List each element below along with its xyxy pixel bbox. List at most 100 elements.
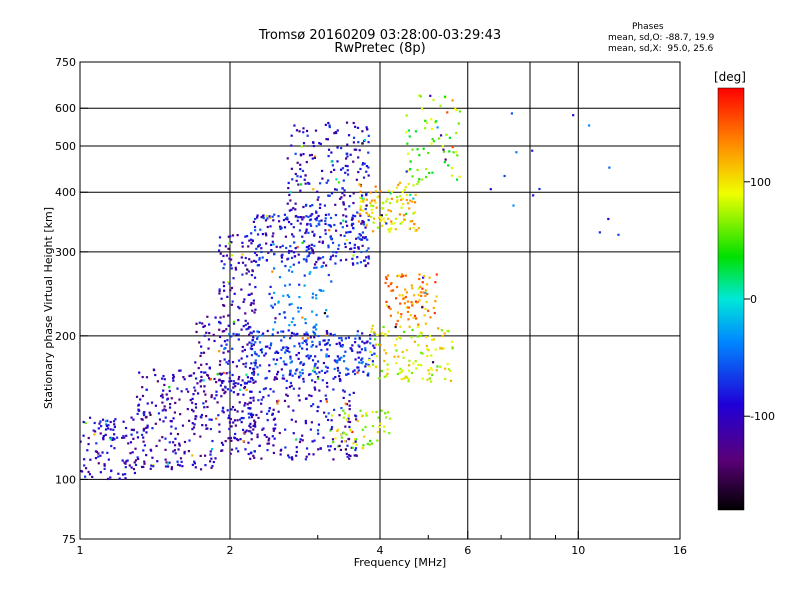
data-point — [431, 171, 434, 174]
data-point — [183, 440, 187, 444]
data-point — [368, 443, 371, 446]
data-point — [365, 414, 368, 417]
data-point — [235, 438, 239, 441]
data-point — [370, 199, 374, 202]
data-point — [333, 367, 336, 371]
data-point — [374, 343, 378, 346]
data-point — [287, 187, 290, 190]
x-tick-label: 10 — [571, 544, 585, 557]
data-point — [343, 412, 347, 415]
data-point — [400, 206, 403, 209]
data-point — [296, 216, 300, 219]
data-point — [200, 345, 203, 348]
data-point — [179, 369, 182, 372]
data-point — [225, 343, 228, 346]
data-point — [241, 345, 244, 349]
data-point — [309, 354, 312, 358]
data-point — [236, 234, 239, 237]
data-point — [333, 168, 336, 171]
data-point — [227, 235, 230, 238]
data-point — [334, 437, 337, 440]
data-point — [279, 225, 282, 228]
data-point — [138, 371, 141, 374]
data-point — [230, 425, 233, 428]
data-point — [353, 438, 356, 441]
data-point — [255, 353, 258, 356]
data-point — [189, 398, 192, 402]
data-point — [252, 454, 255, 457]
data-point — [224, 386, 227, 389]
data-point — [244, 235, 247, 238]
data-point — [302, 153, 305, 156]
data-point — [227, 350, 230, 353]
data-point — [334, 376, 337, 379]
data-point — [178, 444, 181, 447]
data-point — [294, 334, 297, 337]
data-point — [361, 244, 364, 247]
data-point — [365, 126, 368, 129]
data-point — [316, 375, 320, 379]
data-point — [193, 432, 196, 436]
data-point — [415, 367, 418, 370]
data-point — [228, 414, 231, 417]
data-point — [423, 314, 426, 317]
data-point — [200, 351, 203, 355]
data-point — [199, 454, 202, 457]
data-point — [272, 429, 275, 432]
data-point — [313, 233, 316, 236]
data-point — [346, 368, 350, 371]
data-point — [321, 240, 324, 243]
data-point — [352, 201, 355, 205]
data-point — [314, 381, 317, 384]
data-point — [406, 300, 409, 303]
data-point — [249, 380, 252, 383]
data-point — [208, 418, 211, 421]
data-point — [315, 328, 318, 331]
data-point — [312, 144, 315, 148]
data-point — [356, 371, 359, 374]
data-point — [323, 204, 327, 207]
data-point — [361, 447, 364, 450]
data-point — [218, 289, 221, 293]
data-point — [282, 219, 286, 222]
data-point — [367, 134, 370, 137]
data-point — [244, 365, 247, 368]
data-point — [391, 289, 395, 292]
data-point — [343, 390, 346, 393]
data-point — [369, 337, 372, 340]
data-point — [285, 363, 288, 366]
data-point — [334, 188, 337, 191]
data-point — [183, 450, 186, 453]
data-point — [266, 419, 269, 422]
data-point — [256, 433, 259, 436]
data-point — [244, 312, 247, 315]
data-point — [194, 417, 197, 421]
data-point — [313, 370, 316, 373]
data-point — [233, 432, 237, 436]
data-point — [429, 316, 432, 319]
data-point — [282, 360, 285, 363]
data-point — [214, 457, 217, 460]
data-point — [268, 347, 271, 350]
data-point — [337, 369, 340, 372]
data-point — [407, 369, 411, 372]
data-point — [240, 288, 243, 291]
data-point — [315, 297, 318, 300]
data-point — [275, 358, 279, 361]
data-point — [598, 231, 601, 234]
data-point — [174, 427, 177, 430]
data-point — [299, 175, 302, 178]
data-point — [294, 420, 297, 423]
data-point — [313, 156, 316, 160]
data-point — [284, 217, 288, 220]
data-point — [316, 360, 320, 363]
data-point — [395, 362, 398, 365]
data-point — [331, 254, 335, 257]
data-point — [97, 427, 100, 430]
data-point — [228, 332, 231, 335]
data-point — [388, 306, 391, 309]
data-point — [271, 215, 274, 218]
data-point — [325, 309, 328, 312]
data-point — [338, 444, 341, 448]
data-point — [290, 360, 294, 363]
